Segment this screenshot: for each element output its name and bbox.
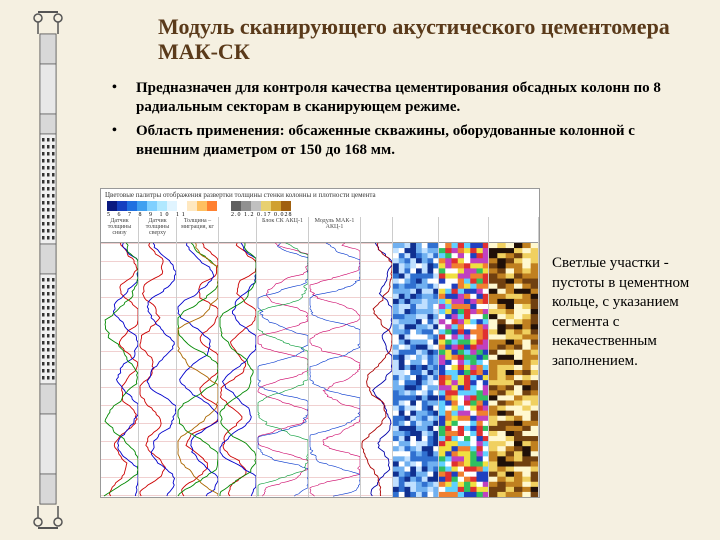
track — [139, 243, 177, 497]
track — [219, 243, 257, 497]
track — [489, 243, 539, 497]
palette-title: Цветовые палитры отображения развертки т… — [105, 191, 376, 199]
tool-svg — [28, 8, 68, 532]
side-caption: Светлые участки - пустоты в цементном ко… — [552, 254, 707, 371]
log-tracks — [101, 243, 539, 497]
track — [309, 243, 361, 497]
bullet-item: Область применения: обсаженные скважины,… — [100, 122, 700, 161]
palette-1 — [107, 201, 217, 211]
track — [361, 243, 393, 497]
track — [439, 243, 489, 497]
slide-title: Модуль сканирующего акустического цемент… — [158, 14, 700, 65]
content-block: Модуль сканирующего акустического цемент… — [100, 14, 700, 165]
palette-2 — [231, 201, 291, 211]
track — [177, 243, 219, 497]
bullet-item: Предназначен для контроля качества цемен… — [100, 79, 700, 118]
header-columns: Датчик толщины снизуДатчик толщины сверх… — [101, 217, 539, 243]
bullet-list: Предназначен для контроля качества цемен… — [100, 79, 700, 161]
track — [257, 243, 309, 497]
track — [393, 243, 439, 497]
chart-header: Цветовые палитры отображения развертки т… — [101, 189, 539, 243]
log-chart: Цветовые палитры отображения развертки т… — [100, 188, 540, 498]
track — [101, 243, 139, 497]
tool-diagram — [28, 8, 68, 532]
